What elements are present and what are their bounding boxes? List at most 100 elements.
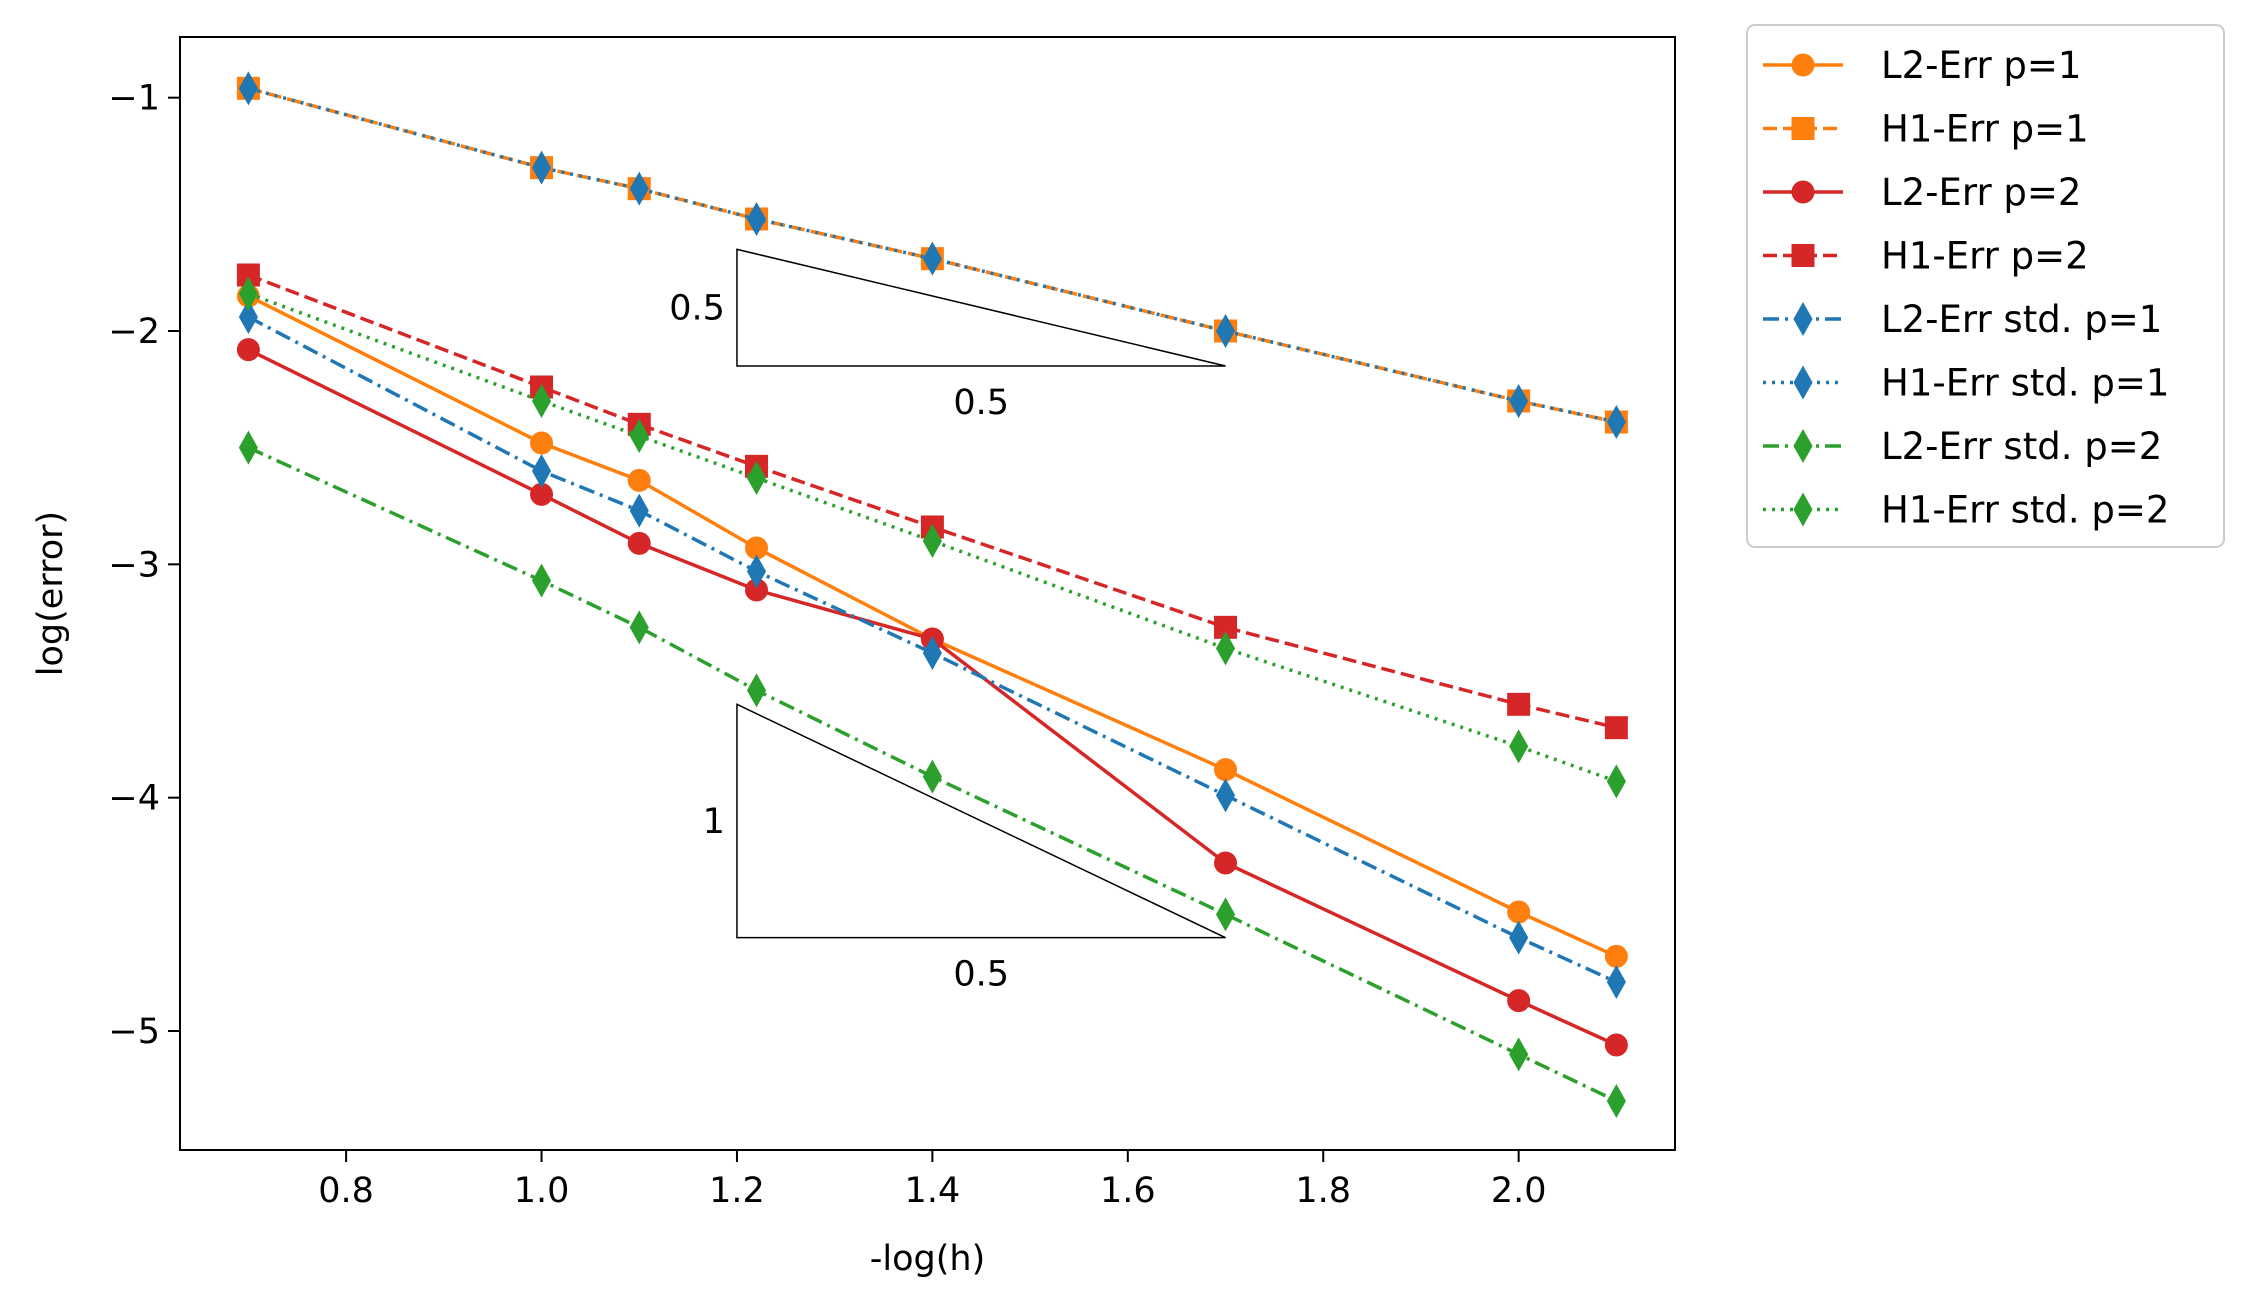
slope-label-horizontal: 0.5 — [953, 955, 1009, 995]
data-point — [746, 201, 767, 237]
data-point — [1606, 1083, 1626, 1119]
slope-label-vertical: 0.5 — [669, 289, 725, 329]
x-tick-label: 2.0 — [1491, 1171, 1547, 1211]
data-point — [1606, 964, 1626, 1000]
x-tick-label: 1.0 — [514, 1171, 570, 1211]
data-point — [1215, 778, 1236, 813]
data-point — [1215, 313, 1236, 349]
data-point — [922, 635, 942, 671]
legend-label: L2-Err p=1 — [1881, 44, 2081, 87]
slope-label-vertical: 1 — [703, 802, 725, 842]
data-point — [1606, 404, 1626, 440]
legend-marker — [1791, 53, 1815, 77]
y-tick-label: −3 — [108, 545, 160, 585]
legend-entry: H1-Err p=2 — [1763, 235, 2089, 278]
legend: L2-Err p=1 H1-Err p=1 L2-Err p=2 H1-Err p=2… — [1746, 24, 2225, 548]
data-point — [531, 563, 552, 598]
legend-label: H1-Err std. p=1 — [1881, 362, 2169, 405]
legend-entry: L2-Err p=1 — [1763, 44, 2081, 87]
series-layer — [236, 71, 1628, 1119]
series-line — [247, 446, 1618, 1103]
legend-entry: L2-Err std. p=1 — [1763, 298, 2162, 341]
slope-triangle — [736, 703, 1226, 939]
legend-label: H1-Err std. p=2 — [1881, 489, 2169, 532]
legend-box — [1746, 24, 2225, 548]
legend-marker — [1793, 301, 1813, 337]
data-point — [1509, 920, 1529, 955]
series-line — [247, 86, 1617, 424]
series-line — [247, 86, 1617, 424]
x-tick-label: 1.6 — [1100, 1171, 1156, 1211]
data-point — [238, 276, 258, 311]
data-point — [922, 241, 942, 276]
legend-label: L2-Err p=2 — [1881, 171, 2081, 214]
series-4 — [238, 299, 1626, 1000]
legend-entry: H1-Err std. p=2 — [1763, 489, 2169, 532]
axis-ticks: 0.8 1.0 1.2 1.4 1.6 1.8 2.0 −1 −2 −3 −4 −5 — [108, 79, 1546, 1211]
legend-label: L2-Err std. p=1 — [1881, 298, 2162, 341]
legend-label: L2-Err std. p=2 — [1881, 425, 2162, 468]
series-line — [247, 315, 1618, 984]
legend-entry: L2-Err p=2 — [1763, 171, 2081, 214]
data-point — [1215, 897, 1236, 932]
data-point — [238, 430, 258, 465]
legend-marker — [1791, 117, 1815, 140]
data-point — [746, 673, 767, 708]
series-line — [247, 348, 1618, 1047]
data-point — [746, 554, 767, 589]
series-line — [247, 294, 1618, 958]
legend-marker — [1793, 428, 1813, 464]
slope-label-horizontal: 0.5 — [953, 383, 1009, 423]
data-point — [1507, 989, 1531, 1013]
data-point — [1214, 758, 1238, 782]
data-point — [629, 493, 649, 528]
series-5 — [238, 71, 1626, 440]
legend-marker — [1791, 180, 1815, 204]
data-point — [1509, 729, 1529, 764]
data-point — [746, 460, 767, 496]
legend-label: H1-Err p=2 — [1881, 235, 2089, 278]
data-point — [922, 523, 942, 559]
x-tick-label: 1.8 — [1295, 1171, 1351, 1211]
data-point — [531, 453, 552, 489]
data-point — [629, 610, 649, 645]
data-point — [1604, 944, 1628, 968]
y-axis-label: log(error) — [31, 511, 71, 676]
data-point — [238, 71, 258, 106]
series-7 — [238, 276, 1626, 799]
data-point — [1606, 764, 1626, 799]
data-point — [629, 418, 649, 454]
plot-frame — [179, 36, 1676, 1151]
data-point — [627, 531, 651, 555]
legend-entry: L2-Err std. p=2 — [1763, 425, 2162, 468]
x-axis-label: -log(h) — [870, 1239, 985, 1279]
series-line — [247, 273, 1617, 730]
data-point — [1604, 716, 1628, 740]
data-point — [922, 759, 942, 794]
series-2 — [236, 338, 1628, 1057]
legend-marker — [1793, 365, 1813, 400]
data-point — [627, 468, 651, 492]
data-point — [530, 431, 554, 455]
slope-triangle — [736, 248, 1226, 367]
data-point — [1509, 383, 1529, 419]
legend-marker — [1793, 492, 1813, 527]
y-tick-label: −5 — [108, 1012, 160, 1052]
y-tick-label: −1 — [108, 79, 160, 119]
y-tick-label: −2 — [108, 312, 160, 352]
legend-label: H1-Err p=1 — [1881, 108, 2089, 151]
data-point — [236, 338, 260, 362]
legend-entry: H1-Err p=1 — [1763, 108, 2089, 151]
data-point — [629, 171, 649, 206]
series-line — [247, 292, 1617, 783]
series-6 — [238, 430, 1626, 1119]
x-tick-label: 1.2 — [709, 1171, 765, 1211]
data-point — [1507, 900, 1531, 924]
data-point — [238, 299, 258, 335]
legend-entry: H1-Err std. p=1 — [1763, 362, 2169, 405]
y-tick-label: −4 — [108, 779, 160, 819]
slope-triangles: 0.5 0.5 1 0.5 — [669, 248, 1226, 995]
data-point — [1215, 631, 1236, 666]
data-point — [1604, 1033, 1628, 1057]
